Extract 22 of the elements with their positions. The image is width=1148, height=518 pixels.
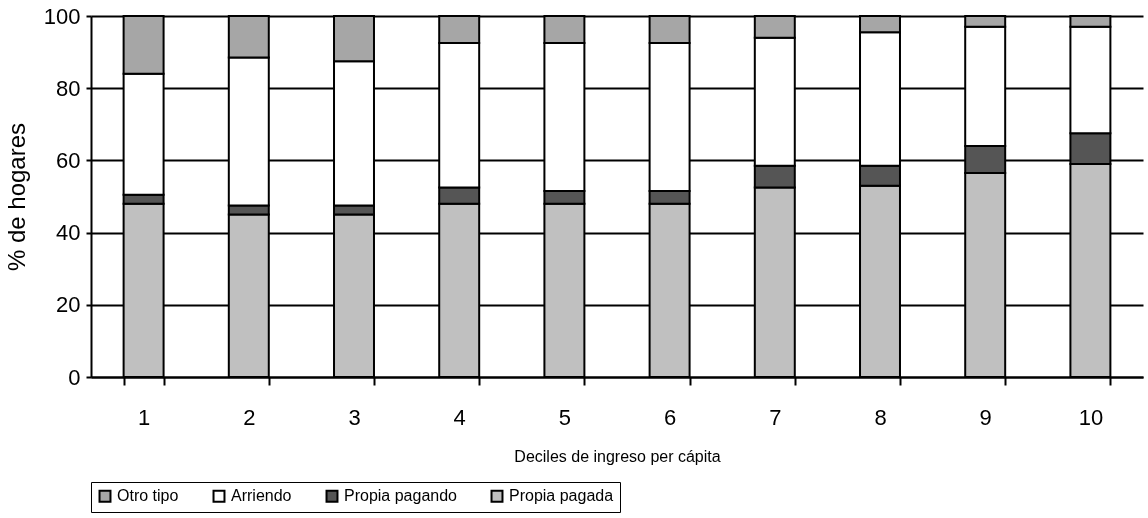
x-tick-label: 9 bbox=[979, 404, 992, 430]
legend-label: Propia pagando bbox=[344, 487, 458, 505]
y-axis-title: % de hogares bbox=[2, 122, 30, 272]
x-tick-label: 8 bbox=[874, 404, 887, 430]
x-tick-label: 3 bbox=[348, 404, 361, 430]
x-tick-label: 4 bbox=[453, 404, 466, 430]
x-tick-label: 7 bbox=[769, 404, 782, 430]
y-tick-label: 60 bbox=[56, 147, 81, 173]
y-tick-label: 20 bbox=[56, 292, 81, 318]
x-tick-label: 10 bbox=[1078, 404, 1104, 430]
legend-label: Otro tipo bbox=[117, 487, 179, 505]
y-tick-label: 100 bbox=[43, 3, 81, 29]
x-tick-label: 1 bbox=[137, 404, 151, 430]
x-axis-title: Deciles de ingreso per cápita bbox=[514, 447, 721, 465]
y-tick-label: 80 bbox=[56, 75, 81, 101]
legend-label: Arriendo bbox=[231, 487, 292, 505]
y-tick-label: 0 bbox=[68, 364, 81, 390]
x-tick-label: 2 bbox=[243, 404, 256, 430]
x-tick-label: 6 bbox=[663, 404, 677, 430]
x-tick-label: 5 bbox=[558, 404, 572, 430]
legend-label: Propia pagada bbox=[509, 487, 614, 505]
y-tick-label: 40 bbox=[56, 220, 81, 246]
